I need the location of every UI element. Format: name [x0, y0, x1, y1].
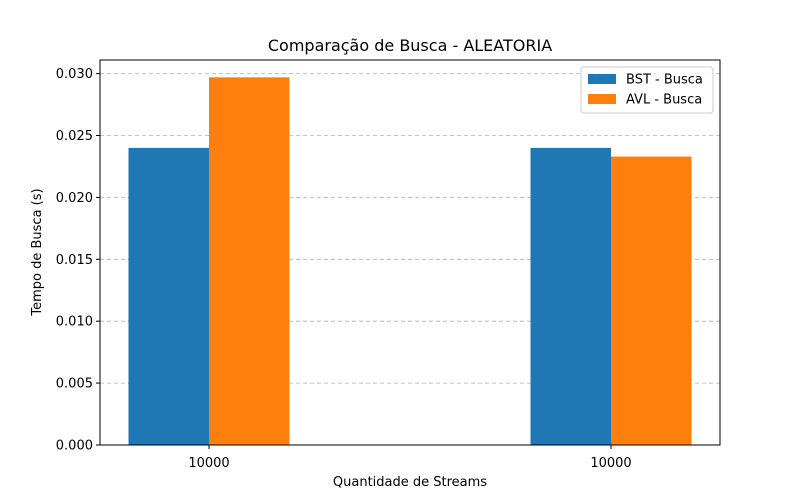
legend-swatch	[588, 94, 616, 104]
x-tick-label: 10000	[188, 456, 229, 471]
legend-label: AVL - Busca	[626, 93, 702, 108]
y-tick-label: 0.000	[56, 439, 93, 454]
legend: BST - Busca AVL - Busca	[580, 66, 714, 114]
gridlines	[100, 73, 720, 384]
bar-avl	[611, 156, 692, 445]
legend-swatch	[588, 74, 616, 84]
y-tick-label: 0.005	[56, 377, 93, 392]
x-tick-label: 10000	[590, 456, 631, 471]
bar-bst	[530, 147, 611, 445]
y-axis-ticks: 0.000 0.005 0.010 0.015 0.020 0.025 0.030	[56, 67, 100, 454]
bar-bst	[128, 147, 209, 445]
x-axis-label: Quantidade de Streams	[333, 475, 487, 490]
legend-label: BST - Busca	[626, 73, 703, 88]
x-axis-ticks: 10000 10000	[188, 445, 632, 471]
y-tick-label: 0.010	[56, 315, 93, 330]
y-axis-label: Tempo de Busca (s)	[30, 188, 45, 316]
y-tick-label: 0.015	[56, 253, 93, 268]
bars	[128, 77, 692, 446]
y-tick-label: 0.030	[56, 67, 93, 82]
bar-avl	[209, 77, 290, 446]
y-tick-label: 0.020	[56, 191, 93, 206]
chart-title: Comparação de Busca - ALEATORIA	[268, 36, 552, 55]
plot-frame	[99, 59, 721, 446]
y-tick-label: 0.025	[56, 129, 93, 144]
